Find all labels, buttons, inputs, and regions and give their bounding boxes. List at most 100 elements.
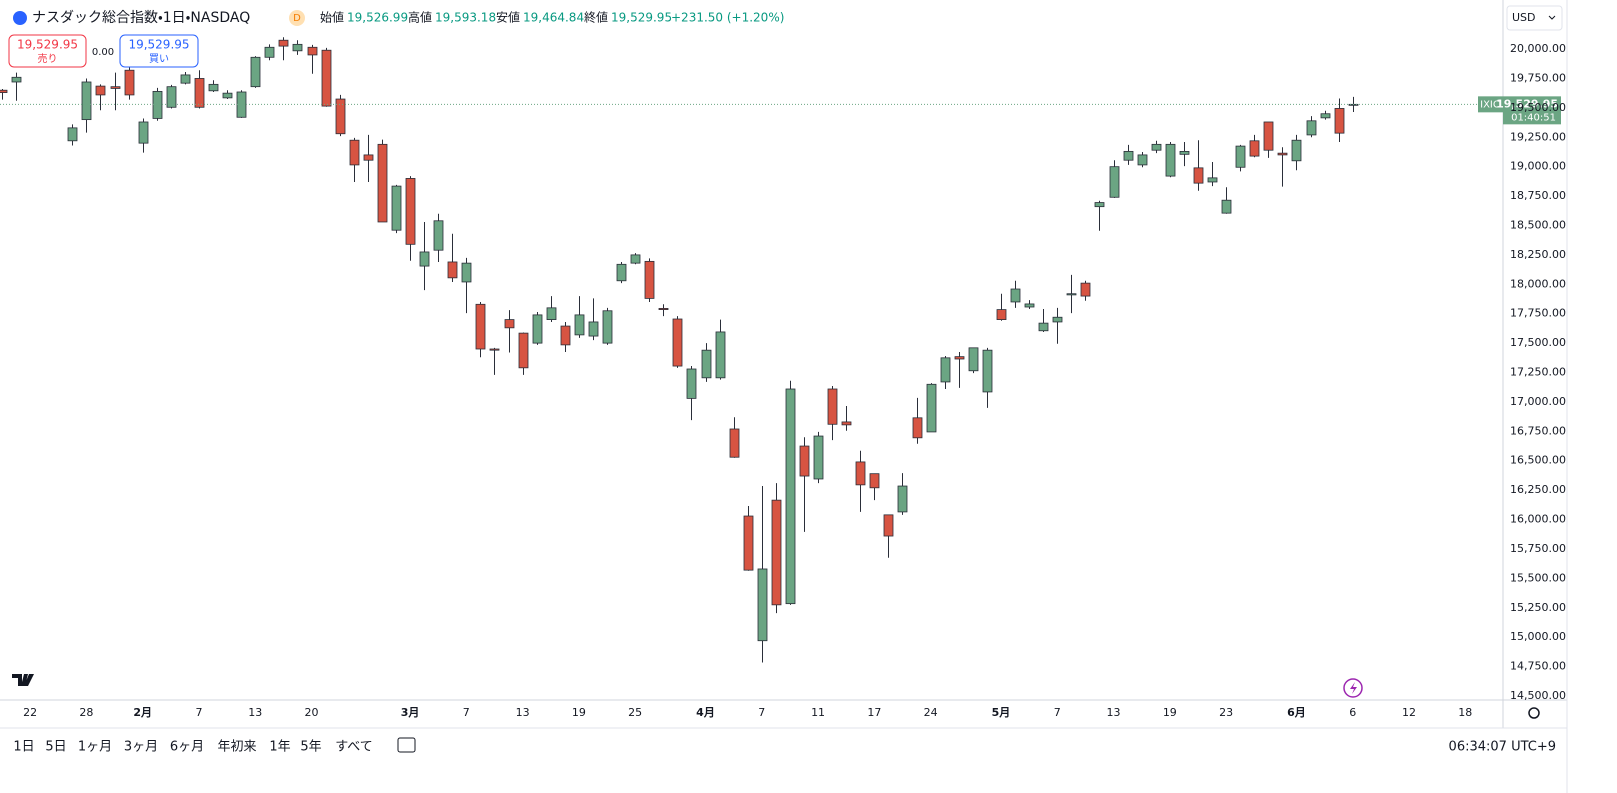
candle-body	[954, 356, 965, 360]
y-tick-label: 15,250.00	[1510, 601, 1566, 614]
range-button[interactable]: 5年	[300, 740, 321, 755]
candle-body	[124, 69, 135, 96]
candle-body	[405, 178, 416, 245]
range-button[interactable]: 6ヶ月	[170, 740, 204, 755]
candle-body	[166, 86, 177, 108]
range-button[interactable]: すべて	[335, 740, 373, 755]
candle-body	[1320, 113, 1331, 119]
candle-body	[841, 421, 852, 426]
candle-body	[335, 98, 346, 135]
candle-body	[461, 262, 472, 283]
candle-body	[532, 314, 543, 344]
candle-body	[208, 83, 219, 92]
buy-price: 19,529.95	[128, 38, 189, 52]
buy-button[interactable]	[119, 34, 199, 68]
y-tick-label: 17,750.00	[1510, 307, 1566, 320]
x-tick-label: 22	[23, 706, 37, 719]
range-button[interactable]: 1日	[13, 740, 34, 755]
symbol-title[interactable]: ナスダック総合指数・1日・NASDAQ	[32, 10, 250, 26]
candle-body	[686, 368, 697, 399]
y-tick-label: 17,500.00	[1510, 336, 1566, 349]
candle-body	[264, 46, 275, 58]
range-button[interactable]: 3ヶ月	[124, 740, 158, 755]
candle-body	[883, 514, 894, 537]
price-tag-countdown: 01:40:51	[1511, 112, 1556, 123]
y-tick-label: 19,750.00	[1510, 71, 1566, 84]
candle-body	[278, 39, 289, 47]
x-tick-label: 25	[628, 706, 642, 719]
range-button[interactable]: 5日	[45, 740, 66, 755]
badge-bg	[289, 10, 305, 26]
candle-body	[504, 319, 515, 329]
settings-icon[interactable]	[1528, 707, 1540, 719]
symbol-icon	[13, 11, 27, 25]
price-tag-symbol: IXIC	[1480, 99, 1500, 110]
y-tick-label: 14,750.00	[1510, 660, 1566, 673]
spread: 0.00	[92, 47, 114, 58]
candle-body	[701, 349, 712, 379]
candle-body	[236, 91, 247, 118]
x-tick-label: 13	[248, 706, 262, 719]
x-tick-label: 24	[924, 706, 938, 719]
candle-body	[180, 74, 191, 84]
y-tick-label: 15,750.00	[1510, 542, 1566, 555]
x-tick-label: 19	[1163, 706, 1177, 719]
x-tick-label: 7	[195, 706, 202, 719]
buy-label: 買い	[149, 53, 169, 65]
candle-body	[912, 417, 923, 439]
low-value: 19,464.84	[523, 11, 584, 25]
range-button[interactable]: 年初来	[217, 739, 256, 755]
candle-body	[1277, 152, 1288, 156]
candle-body	[729, 428, 740, 458]
sell-price: 19,529.95	[17, 38, 78, 52]
candle-body	[363, 154, 374, 161]
candle-body	[67, 127, 78, 142]
candle-body	[489, 348, 500, 351]
candle-body	[81, 81, 92, 121]
candle-body	[138, 121, 149, 144]
candle-body	[1080, 282, 1091, 297]
range-button[interactable]: 1ヶ月	[78, 740, 112, 755]
badge: D	[293, 13, 301, 24]
x-tick-label: 11	[811, 706, 825, 719]
lightning-button[interactable]	[1343, 678, 1363, 698]
candle-body	[1094, 202, 1105, 208]
x-tick-label: 3月	[401, 706, 420, 719]
candle-body	[1193, 167, 1204, 184]
candle-body	[1291, 139, 1302, 162]
candle-body	[658, 308, 669, 310]
y-tick-label: 18,250.00	[1510, 248, 1566, 261]
date-range-icon[interactable]	[397, 737, 416, 753]
candle-body	[95, 85, 106, 96]
candle-body	[433, 220, 444, 251]
sell-button[interactable]	[8, 34, 87, 68]
candle-body	[1109, 166, 1120, 198]
y-tick-label: 16,500.00	[1510, 454, 1566, 467]
candle-body	[307, 46, 318, 56]
x-tick-label: 2月	[133, 706, 152, 719]
candle-body	[419, 251, 430, 267]
candle-body	[996, 309, 1007, 320]
candle-body	[1221, 199, 1232, 214]
price-tag-price: 19,529.95	[1496, 97, 1558, 110]
candle-body	[560, 325, 571, 346]
currency-dropdown[interactable]	[1506, 5, 1563, 31]
y-tick-label: 17,250.00	[1510, 366, 1566, 379]
open-value: 19,526.99	[347, 11, 408, 25]
candle-body	[982, 349, 993, 393]
x-tick-label: 7	[1054, 706, 1061, 719]
x-tick-label: 17	[867, 706, 881, 719]
candle-body	[11, 76, 22, 83]
candle-body	[644, 260, 655, 299]
low-label: 安値	[496, 10, 520, 25]
tv-logo[interactable]	[12, 674, 34, 686]
range-button[interactable]: 1年	[269, 740, 290, 755]
candle-body	[152, 90, 163, 119]
sell-label: 売り	[38, 52, 58, 65]
candle-body	[0, 89, 8, 93]
candle-body	[869, 473, 880, 489]
candles	[0, 34, 1503, 663]
candle-body	[630, 254, 641, 264]
y-tick-label: 16,750.00	[1510, 424, 1566, 437]
x-tick-label: 13	[1107, 706, 1121, 719]
